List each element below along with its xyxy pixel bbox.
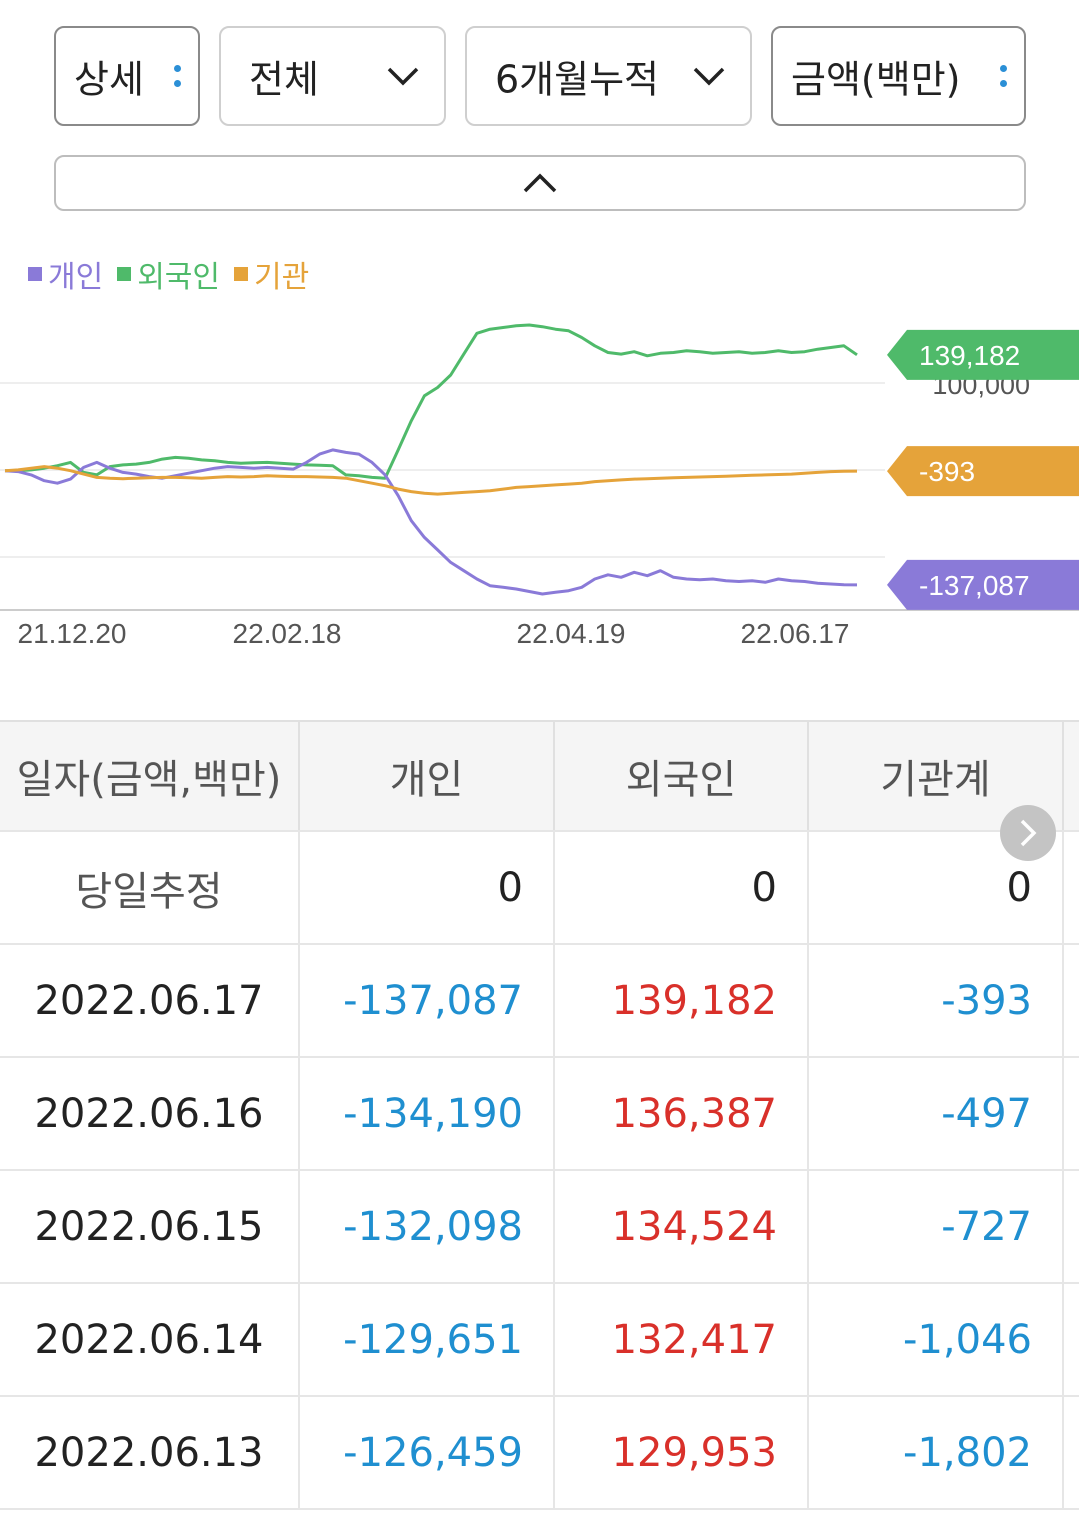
legend-label: 개인 bbox=[48, 260, 104, 295]
collapse-button[interactable] bbox=[54, 155, 1026, 211]
table-header: 일자(금액,백만) 개인 외국인 기관계 bbox=[0, 720, 1079, 832]
series-layer bbox=[4, 323, 858, 596]
legend-swatch bbox=[234, 267, 249, 281]
header-date: 일자(금액,백만) bbox=[0, 722, 298, 830]
cell-foreign: 129,953 bbox=[611, 1429, 777, 1476]
cell-institution: 0 bbox=[1006, 864, 1032, 911]
legend-swatch bbox=[117, 267, 132, 281]
unit-select-label: 금액(백만) bbox=[791, 57, 961, 102]
badge-shape bbox=[887, 446, 1079, 497]
legend-item-individual[interactable]: 개인 bbox=[28, 252, 103, 296]
badge-value: -137,087 bbox=[919, 570, 1030, 601]
chevron-right-icon bbox=[1020, 819, 1037, 847]
filter-bar: 상세 전체 6개월누적 금액(백만) bbox=[54, 26, 1026, 126]
series-line-0 bbox=[5, 323, 858, 480]
legend-label: 외국인 bbox=[137, 260, 221, 295]
series-line-2 bbox=[4, 465, 858, 496]
cell-institution: -1,046 bbox=[903, 1316, 1032, 1363]
cell-foreign: 134,524 bbox=[611, 1203, 777, 1250]
x-tick-label: 22.06.17 bbox=[741, 618, 850, 649]
badge-shape bbox=[887, 559, 1079, 610]
series-last-value-badge: -393 bbox=[887, 446, 1079, 497]
cell-date: 2022.06.16 bbox=[34, 1090, 264, 1137]
view-select[interactable]: 상세 bbox=[54, 26, 200, 126]
cell-foreign: 0 bbox=[751, 864, 777, 911]
more-vertical-icon bbox=[172, 61, 182, 91]
scope-select[interactable]: 전체 bbox=[219, 26, 446, 126]
chevron-down-icon bbox=[387, 67, 419, 86]
legend-item-institution[interactable]: 기관 bbox=[234, 252, 309, 296]
table-row[interactable]: 2022.06.14 -129,651 132,417 -1,046 bbox=[0, 1284, 1079, 1397]
header-foreign: 외국인 bbox=[555, 722, 807, 830]
unit-select[interactable]: 금액(백만) bbox=[771, 26, 1026, 126]
x-tick-label: 22.04.19 bbox=[517, 618, 626, 649]
table-row-today: 당일추정 0 0 0 bbox=[0, 832, 1079, 945]
cell-foreign: 136,387 bbox=[611, 1090, 777, 1137]
cell-foreign: 139,182 bbox=[611, 977, 777, 1024]
row-label: 당일추정 bbox=[75, 868, 223, 915]
x-ticks: 21.12.20 22.02.18 22.04.19 22.06.17 bbox=[18, 618, 850, 649]
cell-individual: -129,651 bbox=[343, 1316, 523, 1363]
scope-select-label: 전체 bbox=[249, 57, 319, 102]
cell-date: 2022.06.17 bbox=[34, 977, 264, 1024]
chevron-up-icon bbox=[523, 173, 557, 193]
table-row[interactable]: 2022.06.16 -134,190 136,387 -497 bbox=[0, 1058, 1079, 1171]
more-vertical-icon bbox=[998, 61, 1008, 91]
badge-value: 139,182 bbox=[919, 340, 1020, 371]
series-last-value-badge: 139,182 bbox=[887, 329, 1079, 380]
period-select-label: 6개월누적 bbox=[495, 57, 660, 102]
chevron-down-icon bbox=[693, 67, 725, 86]
header-institution: 기관계 bbox=[809, 722, 1062, 830]
cell-date: 2022.06.15 bbox=[34, 1203, 264, 1250]
cell-institution: -393 bbox=[941, 977, 1032, 1024]
badge-value: -393 bbox=[919, 456, 975, 487]
cell-individual: -132,098 bbox=[343, 1203, 523, 1250]
series-line-1 bbox=[4, 448, 858, 596]
x-tick-label: 21.12.20 bbox=[18, 618, 127, 649]
cell-individual: -137,087 bbox=[343, 977, 523, 1024]
table-row[interactable]: 2022.06.13 -126,459 129,953 -1,802 bbox=[0, 1397, 1079, 1510]
period-select[interactable]: 6개월누적 bbox=[465, 26, 752, 126]
cell-date: 2022.06.13 bbox=[34, 1429, 264, 1476]
chart-legend: 개인 외국인 기관 bbox=[28, 252, 323, 296]
cell-date: 2022.06.14 bbox=[34, 1316, 264, 1363]
series-last-value-badge: -137,087 bbox=[887, 559, 1079, 610]
scroll-right-button[interactable] bbox=[1000, 805, 1056, 861]
cell-individual: -134,190 bbox=[343, 1090, 523, 1137]
table-row[interactable]: 2022.06.15 -132,098 134,524 -727 bbox=[0, 1171, 1079, 1284]
cell-individual: 0 bbox=[497, 864, 523, 911]
table-row[interactable]: 2022.06.17 -137,087 139,182 -393 bbox=[0, 945, 1079, 1058]
cell-foreign: 132,417 bbox=[611, 1316, 777, 1363]
legend-swatch bbox=[28, 267, 42, 281]
value-badges: 139,182 -137,087 -393 bbox=[887, 329, 1079, 610]
badge-shape bbox=[887, 329, 1079, 380]
cumulative-trade-chart: 100,000 139,182-137,087-393 21.12.20 22.0… bbox=[0, 323, 1079, 649]
legend-item-foreign[interactable]: 외국인 bbox=[117, 252, 220, 296]
legend-label: 기관 bbox=[254, 260, 310, 295]
cell-individual: -126,459 bbox=[343, 1429, 523, 1476]
cell-institution: -1,802 bbox=[903, 1429, 1032, 1476]
cell-institution: -497 bbox=[941, 1090, 1032, 1137]
x-tick-label: 22.02.18 bbox=[233, 618, 342, 649]
header-individual: 개인 bbox=[300, 722, 553, 830]
view-select-label: 상세 bbox=[74, 57, 144, 102]
cell-institution: -727 bbox=[941, 1203, 1032, 1250]
